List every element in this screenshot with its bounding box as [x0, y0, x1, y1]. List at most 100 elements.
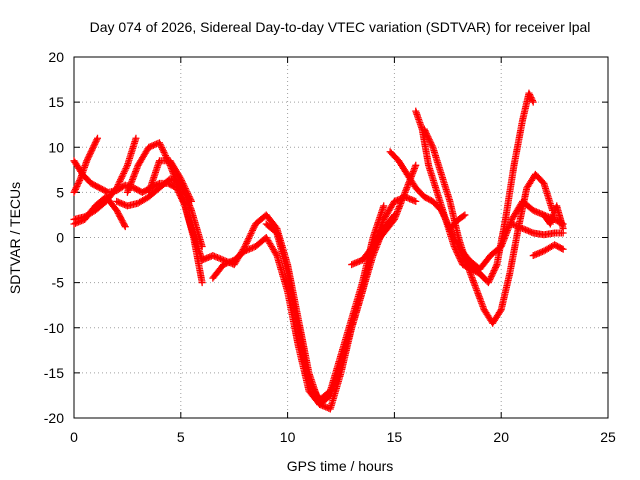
y-tick-label: 5	[56, 184, 64, 200]
data-point	[243, 238, 251, 246]
data-point	[187, 196, 195, 204]
data-point	[527, 94, 535, 102]
y-tick-label: -10	[44, 320, 64, 336]
data-point	[491, 265, 499, 273]
data-point	[529, 98, 537, 106]
series-track-15	[454, 197, 567, 273]
data-point	[183, 188, 191, 196]
data-point	[116, 177, 124, 185]
series-track-19	[540, 202, 567, 232]
data-point	[422, 130, 430, 138]
data-point	[492, 264, 500, 272]
data-point	[421, 127, 429, 135]
x-tick-label: 20	[493, 429, 509, 445]
data-point	[73, 182, 81, 190]
data-point	[428, 142, 436, 150]
data-point	[488, 271, 496, 279]
data-point	[184, 191, 192, 199]
data-point	[177, 175, 185, 183]
data-point	[186, 194, 194, 202]
data-point	[88, 146, 96, 154]
data-point	[119, 171, 127, 179]
data-point	[74, 179, 82, 187]
data-point	[70, 188, 78, 196]
data-point	[245, 233, 253, 241]
x-tick-label: 5	[177, 429, 185, 445]
data-point	[427, 139, 435, 147]
data-point	[113, 182, 121, 190]
data-point	[425, 134, 433, 142]
series-track-17	[529, 241, 567, 260]
data-point	[93, 136, 101, 144]
series-track-11	[348, 161, 420, 269]
data-point	[426, 137, 434, 145]
x-tick-label: 10	[280, 429, 296, 445]
data-points	[70, 89, 567, 413]
data-point	[76, 176, 84, 184]
y-tick-label: 20	[48, 49, 64, 65]
series-track-13	[412, 89, 537, 287]
data-point	[420, 125, 428, 133]
x-tick-label: 15	[387, 429, 403, 445]
data-point	[380, 202, 388, 210]
data-point	[559, 224, 567, 232]
y-tick-label: 15	[48, 94, 64, 110]
data-point	[423, 131, 431, 139]
data-point	[246, 231, 254, 239]
data-point	[487, 273, 495, 281]
data-point	[159, 147, 167, 155]
data-point	[157, 142, 165, 150]
data-point	[422, 128, 430, 136]
y-tick-label: -15	[44, 365, 64, 381]
data-point	[248, 228, 256, 236]
data-point	[412, 161, 420, 169]
data-point	[247, 230, 255, 238]
data-point	[87, 148, 95, 156]
data-point	[489, 268, 497, 276]
x-axis-label: GPS time / hours	[287, 458, 394, 474]
data-point	[412, 197, 420, 205]
data-point	[249, 226, 257, 234]
series-track-18	[508, 220, 567, 239]
data-point	[120, 169, 128, 177]
data-point	[424, 133, 432, 141]
series-track-4	[70, 193, 129, 231]
data-point	[489, 270, 497, 278]
data-point	[198, 279, 206, 287]
data-point	[84, 154, 92, 162]
series-track-7	[145, 157, 195, 205]
data-point	[121, 166, 129, 174]
data-point	[89, 143, 97, 151]
data-point	[117, 174, 125, 182]
data-point	[91, 139, 99, 147]
data-point	[120, 168, 128, 176]
data-point	[485, 277, 493, 285]
data-point	[120, 221, 128, 229]
data-point	[92, 137, 100, 145]
data-point	[85, 152, 93, 160]
data-point	[86, 149, 94, 157]
data-point	[72, 184, 80, 192]
data-point	[75, 178, 83, 186]
chart-title: Day 074 of 2026, Sidereal Day-to-day VTE…	[90, 19, 591, 35]
data-point	[180, 181, 188, 189]
data-point	[559, 245, 567, 253]
series-track-14	[420, 125, 556, 327]
series-track-2	[70, 134, 101, 196]
data-point	[484, 279, 492, 287]
data-point	[187, 197, 195, 205]
data-point	[118, 173, 126, 181]
data-point	[454, 250, 462, 258]
data-point	[90, 142, 98, 150]
data-point	[185, 193, 193, 201]
data-point	[132, 134, 140, 142]
data-point	[242, 239, 250, 247]
data-point	[454, 252, 462, 260]
data-point	[123, 163, 131, 171]
data-point	[162, 152, 170, 160]
y-tick-label: 10	[48, 139, 64, 155]
data-point	[178, 178, 186, 186]
data-point	[242, 241, 250, 249]
data-point	[181, 183, 189, 191]
